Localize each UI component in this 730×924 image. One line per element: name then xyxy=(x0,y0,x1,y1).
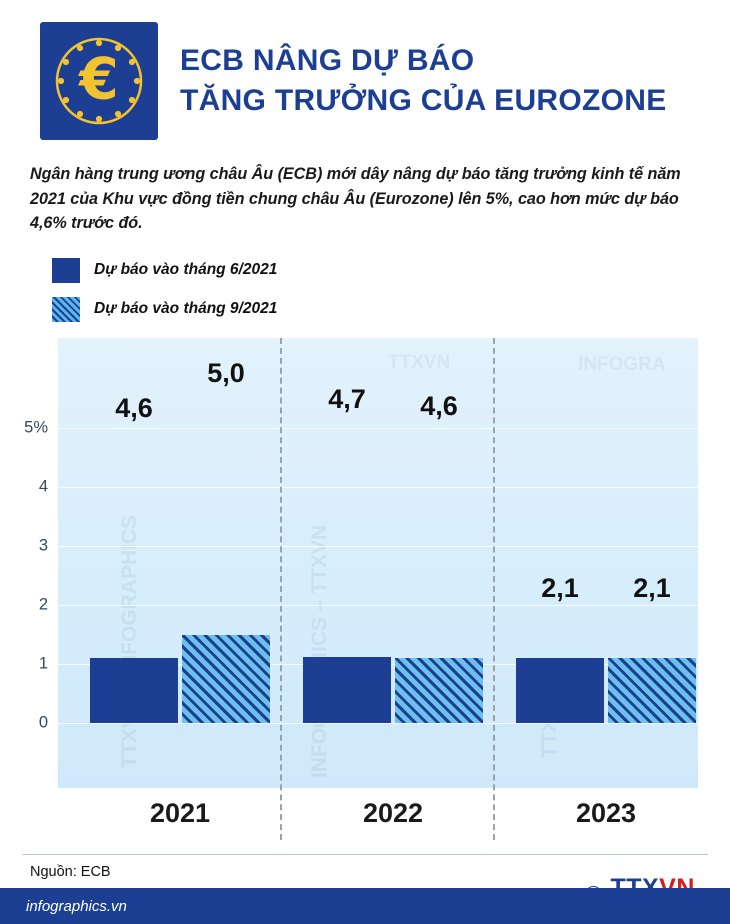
legend-item: Dự báo vào tháng 6/2021 xyxy=(52,257,730,283)
y-tick-label: 2 xyxy=(38,595,48,614)
chart-area: TTXVN – INFOGRAPHICS INFOGRAPHICS – TTXV… xyxy=(0,337,730,840)
legend-item: Dự báo vào tháng 9/2021 xyxy=(52,296,730,322)
gridline-5 xyxy=(58,427,698,429)
y-tick-label: 5% xyxy=(24,418,48,437)
bar-value-2023-june: 2,1 xyxy=(541,572,579,603)
page-title-line-2: TĂNG TRƯỞNG CỦA EUROZONE xyxy=(180,84,667,117)
legend-swatch-june-2021 xyxy=(52,257,80,283)
gridline-4 xyxy=(58,486,698,488)
page-title: ECB NÂNG DỰ BÁO TĂNG TRƯỞNG CỦA EUROZONE xyxy=(180,44,667,117)
gridline-0 xyxy=(58,722,698,724)
gridline-3 xyxy=(58,545,698,547)
y-tick-label: 3 xyxy=(38,536,48,555)
bars-layer: 4,6 5,0 4,7 4,6 2,1 2,1 xyxy=(58,338,698,788)
source-note: Nguồn: ECB xyxy=(30,864,111,880)
website-label: infographics.vn xyxy=(26,897,127,915)
bar-value-2022-september: 4,6 xyxy=(420,390,458,421)
bar-2023-september xyxy=(608,657,696,723)
bar-2022-june xyxy=(303,656,391,723)
footer-divider xyxy=(22,854,708,855)
y-axis: 0 1 2 3 4 5% xyxy=(0,338,58,788)
header: € ECB NÂNG DỰ BÁO TĂNG TRƯỞNG CỦA EUROZO… xyxy=(0,0,730,150)
intro-paragraph: Ngân hàng trung ương châu Âu (ECB) mới d… xyxy=(30,165,681,233)
x-tick-label-2022: 2022 xyxy=(362,797,424,828)
legend-label-june-2021: Dự báo vào tháng 6/2021 xyxy=(94,261,278,279)
y-tick-label: 0 xyxy=(38,713,48,732)
bar-2022-september xyxy=(395,657,483,723)
bar-value-2021-september: 5,0 xyxy=(207,357,245,388)
y-tick-label: 1 xyxy=(38,654,48,673)
bar-2023-june xyxy=(516,657,604,723)
x-tick-label-2023: 2023 xyxy=(575,797,637,828)
ecb-euro-logo-icon: € xyxy=(40,22,158,140)
chart-legend: Dự báo vào tháng 6/2021 Dự báo vào tháng… xyxy=(52,257,730,322)
y-tick-label: 4 xyxy=(38,477,48,496)
group-separator-2 xyxy=(493,337,495,840)
bar-value-2022-june: 4,7 xyxy=(328,383,366,414)
x-tick-label-2021: 2021 xyxy=(149,797,211,828)
footer-bar: infographics.vn xyxy=(0,888,730,924)
legend-swatch-september-2021 xyxy=(52,296,80,322)
euro-sign-icon: € xyxy=(79,46,119,113)
euro-stars-ring-icon xyxy=(55,37,143,125)
page-title-line-1: ECB NÂNG DỰ BÁO xyxy=(180,44,475,78)
bar-value-2023-september: 2,1 xyxy=(633,572,671,603)
gridline-2 xyxy=(58,604,698,606)
x-axis: 2021 2022 2023 xyxy=(58,790,698,842)
group-separator-1 xyxy=(280,337,282,840)
bar-2021-june xyxy=(90,657,178,723)
bar-value-2021-june: 4,6 xyxy=(115,392,153,423)
bar-2021-september xyxy=(182,634,270,723)
legend-label-september-2021: Dự báo vào tháng 9/2021 xyxy=(94,300,278,318)
